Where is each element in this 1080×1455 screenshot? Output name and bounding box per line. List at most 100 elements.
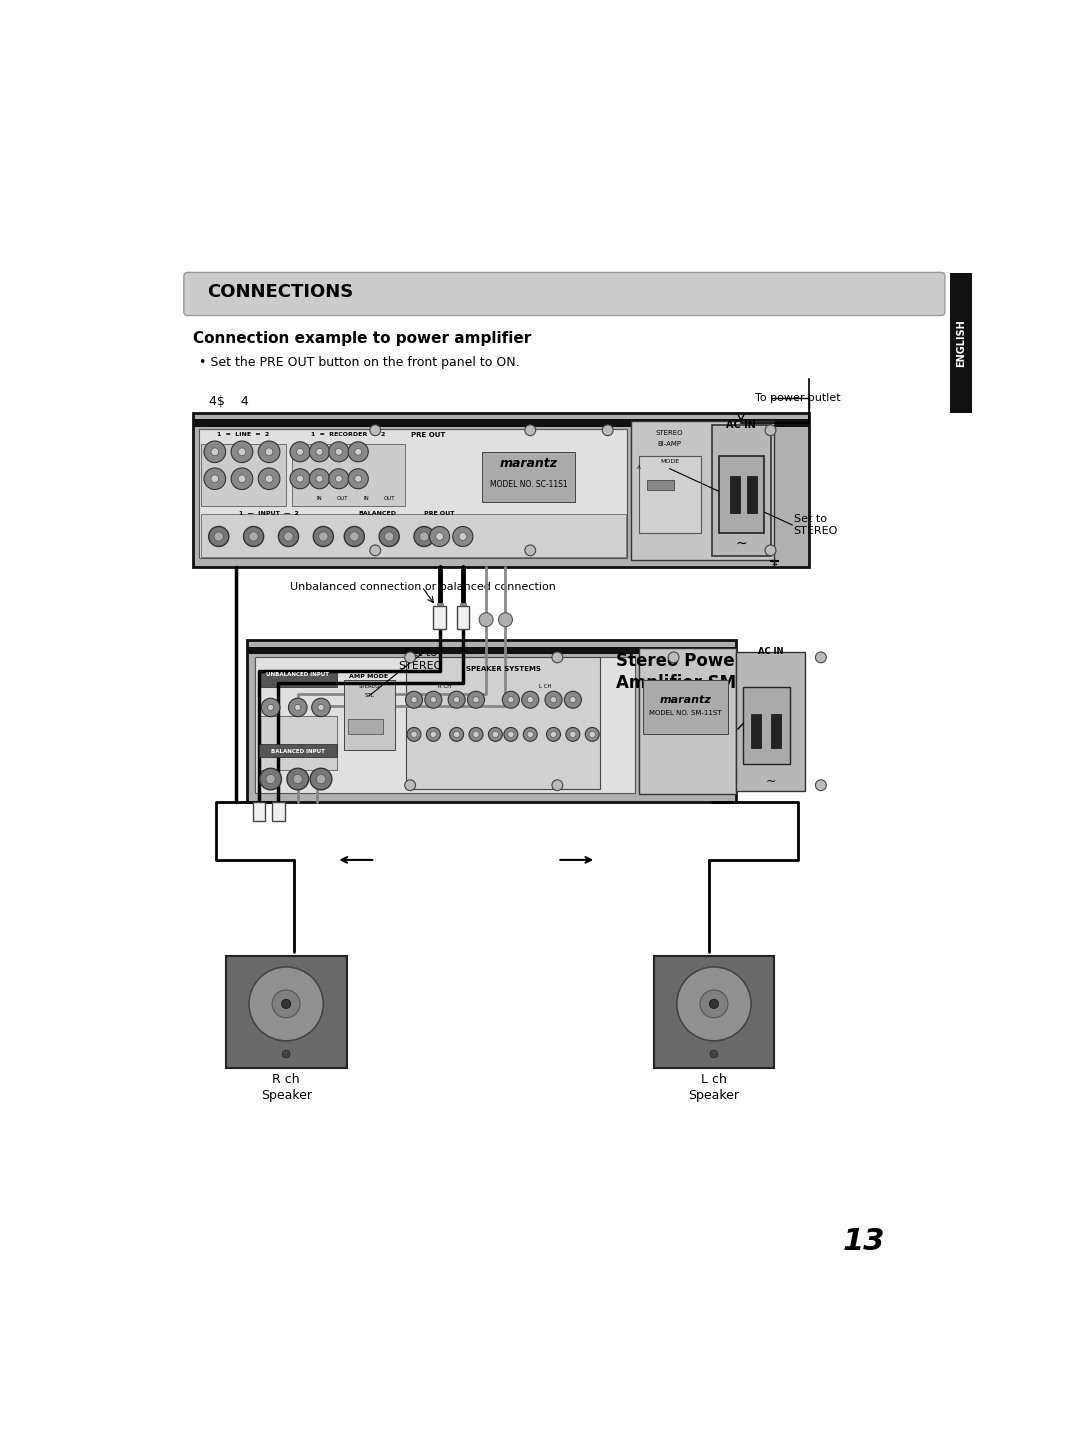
Text: BALANCED INPUT: BALANCED INPUT xyxy=(271,749,325,754)
Circle shape xyxy=(504,728,517,741)
Bar xyxy=(713,425,770,556)
Text: marantz: marantz xyxy=(500,457,557,470)
Text: AC IN: AC IN xyxy=(758,647,783,656)
Text: STEREO: STEREO xyxy=(359,684,380,690)
Circle shape xyxy=(669,652,679,663)
Circle shape xyxy=(551,697,556,703)
Circle shape xyxy=(405,652,416,663)
Bar xyxy=(654,956,774,1068)
Circle shape xyxy=(565,691,581,709)
Circle shape xyxy=(319,533,328,541)
Circle shape xyxy=(454,697,460,703)
Text: R ch
Speaker: R ch Speaker xyxy=(260,1072,312,1101)
Circle shape xyxy=(258,469,280,489)
Text: SPEAKER SYSTEMS: SPEAKER SYSTEMS xyxy=(465,666,541,672)
Bar xyxy=(259,716,337,770)
Bar xyxy=(193,419,809,428)
Circle shape xyxy=(677,968,751,1040)
Bar xyxy=(457,605,469,629)
Text: AC IN: AC IN xyxy=(726,420,756,429)
Bar xyxy=(638,647,735,794)
Circle shape xyxy=(570,697,576,703)
Circle shape xyxy=(313,527,334,547)
Circle shape xyxy=(566,728,580,741)
Text: R CH: R CH xyxy=(438,684,451,690)
Bar xyxy=(345,681,394,749)
Circle shape xyxy=(815,780,826,790)
Circle shape xyxy=(449,728,463,741)
Bar xyxy=(730,476,740,514)
Bar xyxy=(201,514,625,556)
Circle shape xyxy=(297,448,303,455)
Circle shape xyxy=(525,425,536,435)
Circle shape xyxy=(291,442,310,461)
Text: marantz: marantz xyxy=(659,694,712,704)
Circle shape xyxy=(272,989,300,1017)
Bar xyxy=(200,429,627,559)
Circle shape xyxy=(765,425,775,435)
Text: STEREO: STEREO xyxy=(656,429,684,436)
Circle shape xyxy=(335,448,342,455)
Circle shape xyxy=(261,698,280,717)
Bar xyxy=(770,713,781,748)
Bar xyxy=(631,420,774,560)
Bar xyxy=(735,652,806,790)
Circle shape xyxy=(279,527,298,547)
Circle shape xyxy=(211,448,218,455)
Circle shape xyxy=(293,774,302,784)
Bar xyxy=(272,802,284,822)
Circle shape xyxy=(231,441,253,463)
Bar xyxy=(259,672,337,687)
Text: UNBALANCED INPUT: UNBALANCED INPUT xyxy=(267,672,329,677)
Bar xyxy=(743,687,789,764)
Text: Amplifier SM-11S1: Amplifier SM-11S1 xyxy=(616,674,789,691)
Bar xyxy=(247,646,735,655)
Text: IN: IN xyxy=(316,496,322,502)
Text: ~: ~ xyxy=(735,537,747,551)
Text: STL: STL xyxy=(364,694,374,698)
Circle shape xyxy=(480,613,494,627)
Circle shape xyxy=(488,728,502,741)
Bar xyxy=(718,455,764,533)
Circle shape xyxy=(284,533,293,541)
Circle shape xyxy=(318,704,324,710)
Circle shape xyxy=(545,691,562,709)
Text: • Set the PRE OUT button on the front panel to ON.: • Set the PRE OUT button on the front pa… xyxy=(199,356,519,370)
Circle shape xyxy=(710,1000,718,1008)
Circle shape xyxy=(499,613,512,627)
Text: OUT: OUT xyxy=(337,496,349,502)
Circle shape xyxy=(291,469,310,489)
Bar xyxy=(293,444,405,506)
Circle shape xyxy=(453,527,473,547)
Circle shape xyxy=(268,704,273,710)
Circle shape xyxy=(248,968,323,1040)
Text: To power
outlet: To power outlet xyxy=(740,717,789,741)
Bar xyxy=(747,476,757,514)
Circle shape xyxy=(204,441,226,463)
Text: ENGLISH: ENGLISH xyxy=(956,319,967,367)
Circle shape xyxy=(214,533,224,541)
Text: MODEL NO. SC-11S1: MODEL NO. SC-11S1 xyxy=(490,480,567,489)
Circle shape xyxy=(405,780,416,790)
Text: BI-AMP: BI-AMP xyxy=(658,441,681,447)
Circle shape xyxy=(522,691,539,709)
Circle shape xyxy=(502,691,519,709)
Bar xyxy=(201,444,286,506)
Text: 1  =  LINE  =  2: 1 = LINE = 2 xyxy=(217,432,270,438)
Circle shape xyxy=(405,691,422,709)
Circle shape xyxy=(448,691,465,709)
Circle shape xyxy=(231,469,253,489)
Text: 1  =  RECORDER  =  2: 1 = RECORDER = 2 xyxy=(311,432,386,438)
Circle shape xyxy=(248,533,258,541)
Circle shape xyxy=(384,533,394,541)
Circle shape xyxy=(309,442,329,461)
Circle shape xyxy=(310,768,332,790)
Circle shape xyxy=(815,652,826,663)
Circle shape xyxy=(309,469,329,489)
Circle shape xyxy=(266,448,273,455)
Circle shape xyxy=(590,732,595,738)
Circle shape xyxy=(348,469,368,489)
Text: CONNECTIONS: CONNECTIONS xyxy=(207,282,353,301)
Text: Set to
STEREO: Set to STEREO xyxy=(399,649,443,671)
Circle shape xyxy=(435,533,444,540)
